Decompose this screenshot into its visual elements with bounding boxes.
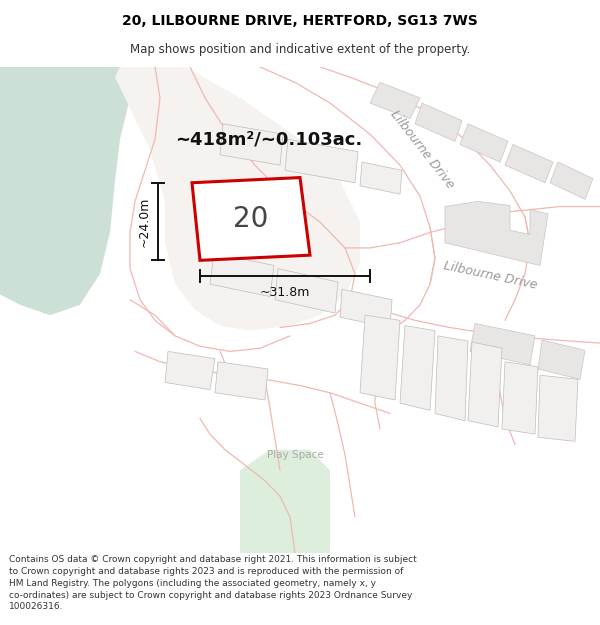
Polygon shape [400, 326, 435, 411]
Polygon shape [360, 315, 400, 400]
Polygon shape [210, 253, 274, 296]
Polygon shape [115, 67, 360, 331]
Text: Play Space: Play Space [266, 450, 323, 460]
Text: 20: 20 [233, 205, 268, 233]
Polygon shape [505, 144, 553, 182]
Text: ~418m²/~0.103ac.: ~418m²/~0.103ac. [175, 130, 362, 148]
Polygon shape [220, 124, 283, 165]
Polygon shape [340, 289, 392, 328]
Polygon shape [415, 103, 462, 141]
Polygon shape [360, 162, 402, 194]
Polygon shape [165, 351, 215, 389]
Polygon shape [470, 324, 535, 365]
Polygon shape [275, 269, 338, 313]
Text: ~24.0m: ~24.0m [137, 196, 151, 247]
Polygon shape [550, 162, 593, 199]
Text: Lilbourne Drive: Lilbourne Drive [388, 108, 457, 191]
Polygon shape [538, 340, 585, 379]
Polygon shape [502, 362, 538, 434]
Polygon shape [215, 362, 268, 400]
Text: Map shows position and indicative extent of the property.: Map shows position and indicative extent… [130, 42, 470, 56]
Polygon shape [445, 201, 548, 266]
Polygon shape [240, 449, 330, 553]
Text: Lilbourne Drive: Lilbourne Drive [442, 259, 538, 292]
Polygon shape [538, 375, 578, 441]
Polygon shape [460, 124, 508, 162]
Polygon shape [435, 336, 468, 421]
Polygon shape [285, 139, 358, 182]
Polygon shape [0, 67, 150, 315]
Polygon shape [192, 177, 310, 261]
Text: ~31.8m: ~31.8m [260, 286, 310, 299]
Polygon shape [468, 342, 502, 427]
Polygon shape [370, 82, 420, 119]
Text: 20, LILBOURNE DRIVE, HERTFORD, SG13 7WS: 20, LILBOURNE DRIVE, HERTFORD, SG13 7WS [122, 14, 478, 28]
Text: Contains OS data © Crown copyright and database right 2021. This information is : Contains OS data © Crown copyright and d… [9, 555, 417, 611]
